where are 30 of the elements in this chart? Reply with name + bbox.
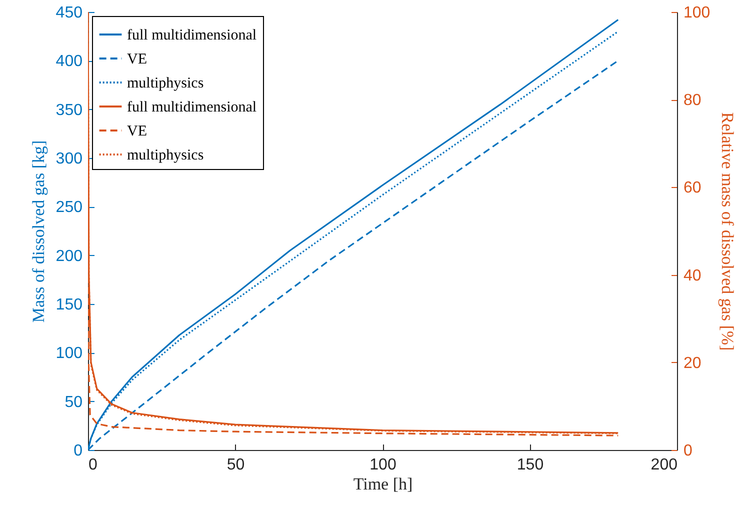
y-tick-label: 200 — [56, 248, 83, 265]
legend-label: multiphysics — [127, 148, 204, 164]
y2-tick-label: 100 — [684, 4, 710, 22]
y2-tick-label: 60 — [684, 180, 702, 197]
y-tick-label: 0 — [74, 442, 83, 460]
legend-label: full multidimensional — [127, 100, 257, 116]
y2-tick-label: 0 — [684, 442, 692, 460]
x-tick-label: 150 — [516, 456, 544, 474]
legend-label: VE — [127, 52, 147, 68]
x-tick-label: 200 — [650, 456, 678, 474]
y-tick-label: 150 — [56, 296, 83, 314]
y-axis-title: Mass of dissolved gas [kg] — [28, 140, 48, 323]
y2-axis-title: Relative mass of dissolved gas [%] — [718, 112, 738, 351]
legend-label: full multidimensional — [127, 28, 257, 44]
y-tick-label: 350 — [56, 102, 83, 119]
y-tick-label: 100 — [56, 345, 83, 362]
legend-label: multiphysics — [127, 76, 204, 92]
x-tick-label: 50 — [226, 456, 245, 474]
y2-tick-label: 40 — [684, 267, 702, 284]
y2-tick-label: 80 — [684, 92, 702, 110]
y-tick-label: 400 — [56, 53, 83, 70]
x-axis-title: Time [h] — [353, 474, 413, 494]
legend-label: VE — [127, 124, 147, 140]
x-tick-label: 100 — [370, 456, 396, 474]
y-tick-label: 300 — [56, 150, 83, 168]
y-tick-label: 50 — [64, 394, 83, 411]
y-tick-label: 250 — [56, 199, 83, 216]
x-tick-label: 0 — [88, 456, 98, 474]
y2-tick-label: 20 — [684, 354, 702, 372]
y-tick-label: 450 — [56, 4, 83, 22]
